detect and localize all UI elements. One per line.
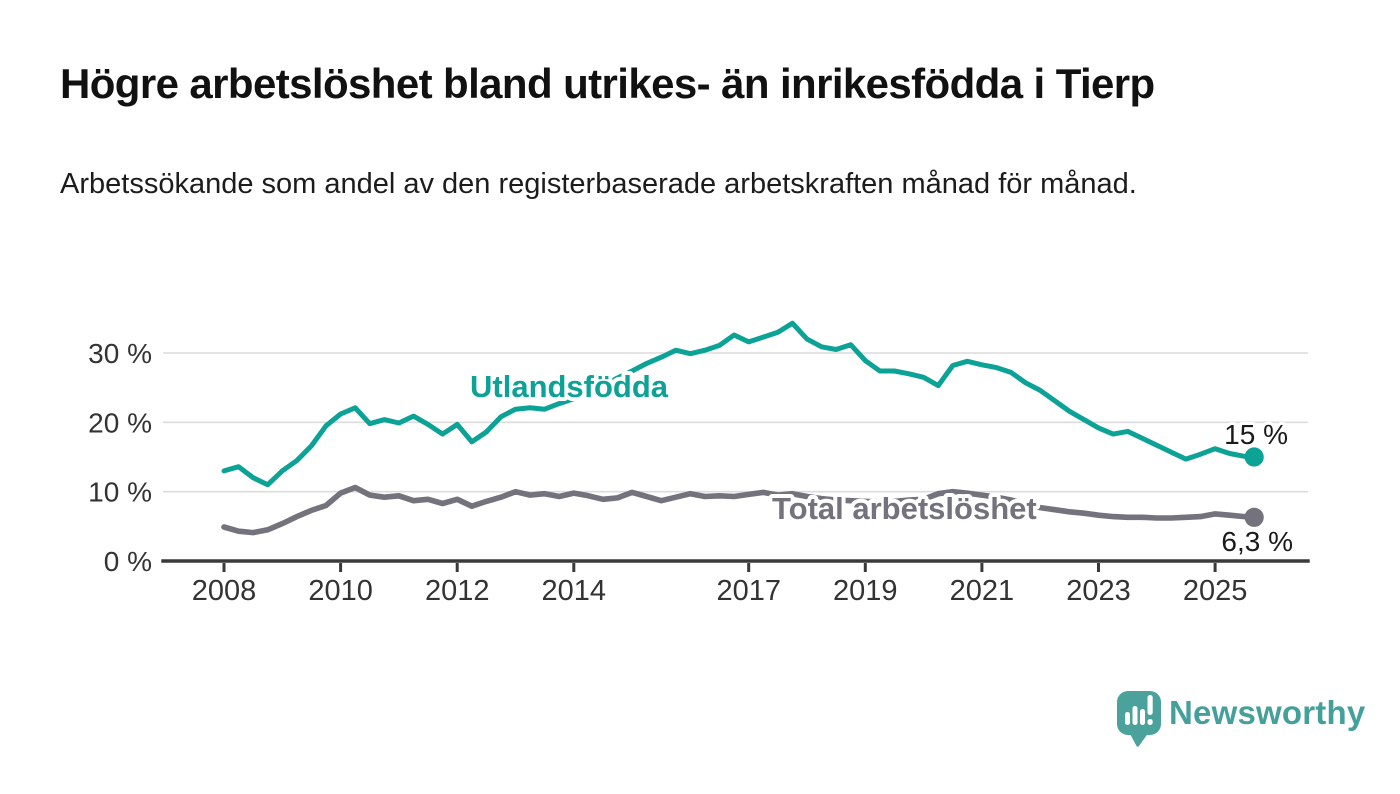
chart-title: Högre arbetslöshet bland utrikes- än inr… <box>60 60 1155 107</box>
end-value-label-total-arbetsloshet: 6,3 % <box>1221 526 1293 557</box>
series-line-total-arbetsloshet <box>221 484 1257 536</box>
y-tick-label: 30 % <box>88 338 152 369</box>
y-tick-label: 10 % <box>88 477 152 508</box>
chart-subtitle: Arbetssökande som andel av den registerb… <box>60 168 1137 200</box>
x-tick-label: 2017 <box>716 575 781 607</box>
x-tick-label: 2023 <box>1066 575 1131 607</box>
series-end-dot-total-arbetsloshet <box>1244 507 1264 527</box>
x-tick-label: 2012 <box>425 575 490 607</box>
series-line-utlandsfodda <box>221 320 1257 488</box>
series-label-utlandsfodda: Utlandsfödda <box>470 369 669 404</box>
series-end-dot-utlandsfodda <box>1244 447 1264 467</box>
newsworthy-wordmark: Newsworthy <box>1169 694 1366 731</box>
exclamation-glyph <box>1147 695 1153 725</box>
branding: Newsworthy <box>1115 686 1365 752</box>
x-tick-label: 2021 <box>950 575 1015 607</box>
x-tick-label: 2019 <box>833 575 898 607</box>
series-label-total-arbetsloshet: Total arbetslöshet <box>772 491 1037 526</box>
bar-chart-glyph <box>1125 706 1145 725</box>
speech-bubble-shape <box>1117 691 1161 747</box>
x-tick-label: 2025 <box>1183 575 1248 607</box>
y-tick-label: 20 % <box>88 407 152 438</box>
end-value-label-utlandsfodda: 15 % <box>1224 419 1288 450</box>
y-tick-label: 0 % <box>104 546 152 577</box>
newsworthy-logo-icon <box>1117 691 1161 747</box>
x-tick-label: 2010 <box>308 575 373 607</box>
x-tick-label: 2008 <box>192 575 257 607</box>
x-tick-label: 2014 <box>542 575 607 607</box>
